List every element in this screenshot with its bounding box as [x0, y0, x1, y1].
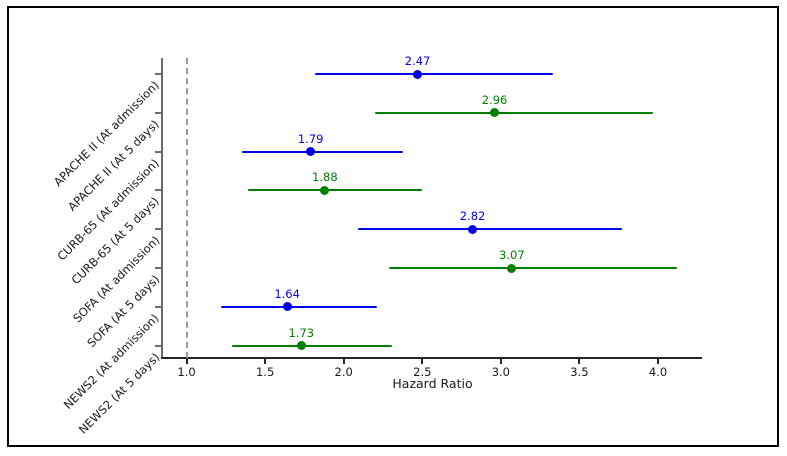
hazard-ratio-point-marker — [468, 224, 478, 234]
x-axis-tick — [499, 359, 502, 364]
confidence-interval-line — [375, 111, 654, 114]
y-axis-tick — [155, 267, 161, 269]
confidence-interval-line — [315, 73, 553, 75]
y-axis-tick — [155, 111, 161, 114]
x-tick-label: 4.0 — [648, 365, 668, 379]
y-axis-tick — [155, 228, 161, 231]
y-axis-tick — [155, 305, 161, 308]
x-tick-label: 2.0 — [334, 365, 353, 379]
hazard-ratio-point-marker — [490, 108, 500, 118]
hazard-ratio-point-marker — [306, 147, 316, 157]
confidence-interval-line — [389, 267, 677, 269]
hazard-ratio-value-label: 2.82 — [459, 209, 486, 224]
hazard-ratio-value-label: 3.07 — [499, 248, 525, 262]
confidence-interval-line — [241, 150, 404, 153]
figure-border — [7, 6, 779, 447]
plot-area: 2.47 2.96 1.79 1.88 2.82 3.07 1.64 1.73 1.0 1.5 2… — [155, 54, 702, 379]
x-axis-tick — [421, 359, 424, 364]
hazard-ratio-value-label: 2.96 — [481, 92, 508, 107]
hazard-ratio-point-marker — [282, 302, 292, 312]
hazard-ratio-point-marker — [507, 263, 517, 273]
confidence-interval-line — [357, 228, 622, 231]
x-axis-tick — [264, 359, 267, 364]
confidence-interval-line — [221, 305, 377, 308]
hazard-ratio-value-label: 1.73 — [288, 325, 315, 340]
x-axis-tick — [657, 359, 659, 364]
x-axis-tick — [185, 359, 188, 364]
hazard-ratio-point-marker — [413, 69, 423, 79]
hazard-ratio-point-marker — [320, 185, 330, 195]
x-tick-label: 1.0 — [177, 365, 196, 379]
x-tick-label: 3.0 — [491, 365, 510, 379]
x-axis-tick — [342, 359, 345, 364]
hazard-ratio-value-label: 2.47 — [404, 54, 431, 68]
x-tick-label: 3.5 — [570, 365, 589, 379]
x-axis-tick — [578, 359, 581, 364]
x-tick-label: 2.5 — [413, 365, 432, 379]
hazard-ratio-value-label: 1.79 — [297, 131, 324, 146]
y-axis-tick — [155, 150, 161, 153]
hazard-ratio-value-label: 1.88 — [312, 170, 338, 185]
hazard-ratio-value-label: 1.64 — [274, 286, 300, 301]
y-axis-tick — [155, 189, 161, 192]
reference-line-hr-1 — [185, 58, 188, 358]
confidence-interval-line — [247, 189, 423, 192]
y-axis-spine — [161, 58, 163, 358]
hazard-ratio-point-marker — [296, 341, 306, 351]
x-tick-label: 1.5 — [255, 365, 275, 379]
x-axis-spine — [161, 357, 702, 359]
confidence-interval-line — [232, 344, 393, 347]
y-axis-tick — [155, 344, 161, 347]
y-axis-tick — [155, 73, 161, 75]
x-axis-title: Hazard Ratio — [392, 376, 473, 391]
